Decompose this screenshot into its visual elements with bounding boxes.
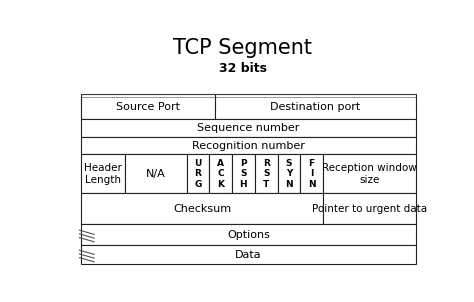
Text: N/A: N/A (146, 169, 165, 179)
Text: Sequence number: Sequence number (197, 123, 300, 133)
Bar (232, 155, 255, 194)
Bar (300, 155, 323, 194)
Bar (125, 155, 187, 194)
Text: A
C
K: A C K (217, 159, 224, 189)
Text: Destination port: Destination port (270, 101, 360, 111)
Text: S
Y
N: S Y N (285, 159, 293, 189)
Bar (277, 155, 300, 194)
Text: P
S
H: P S H (240, 159, 247, 189)
Text: Header
Length: Header Length (84, 163, 122, 185)
Bar (82, 224, 416, 245)
Text: F
I
N: F I N (308, 159, 315, 189)
Bar (82, 194, 323, 224)
Bar (82, 119, 416, 137)
Text: R
S
T: R S T (263, 159, 270, 189)
Bar (82, 137, 416, 155)
Bar (82, 155, 125, 194)
Bar (210, 155, 232, 194)
Text: Options: Options (227, 230, 270, 239)
Bar (323, 155, 416, 194)
Text: U
R
G: U R G (194, 159, 201, 189)
Text: Reception window
size: Reception window size (322, 163, 417, 185)
Bar (82, 245, 416, 264)
Text: Pointer to urgent data: Pointer to urgent data (312, 204, 427, 214)
Text: Data: Data (235, 250, 262, 260)
Bar (215, 94, 416, 119)
Text: Recognition number: Recognition number (192, 140, 305, 150)
Text: Checksum: Checksum (173, 204, 231, 214)
Text: Source Port: Source Port (116, 101, 180, 111)
Bar (187, 155, 210, 194)
Bar (255, 155, 277, 194)
Text: TCP Segment: TCP Segment (173, 38, 312, 58)
Bar (82, 94, 215, 119)
Bar (323, 194, 416, 224)
Text: 32 bits: 32 bits (219, 62, 267, 75)
